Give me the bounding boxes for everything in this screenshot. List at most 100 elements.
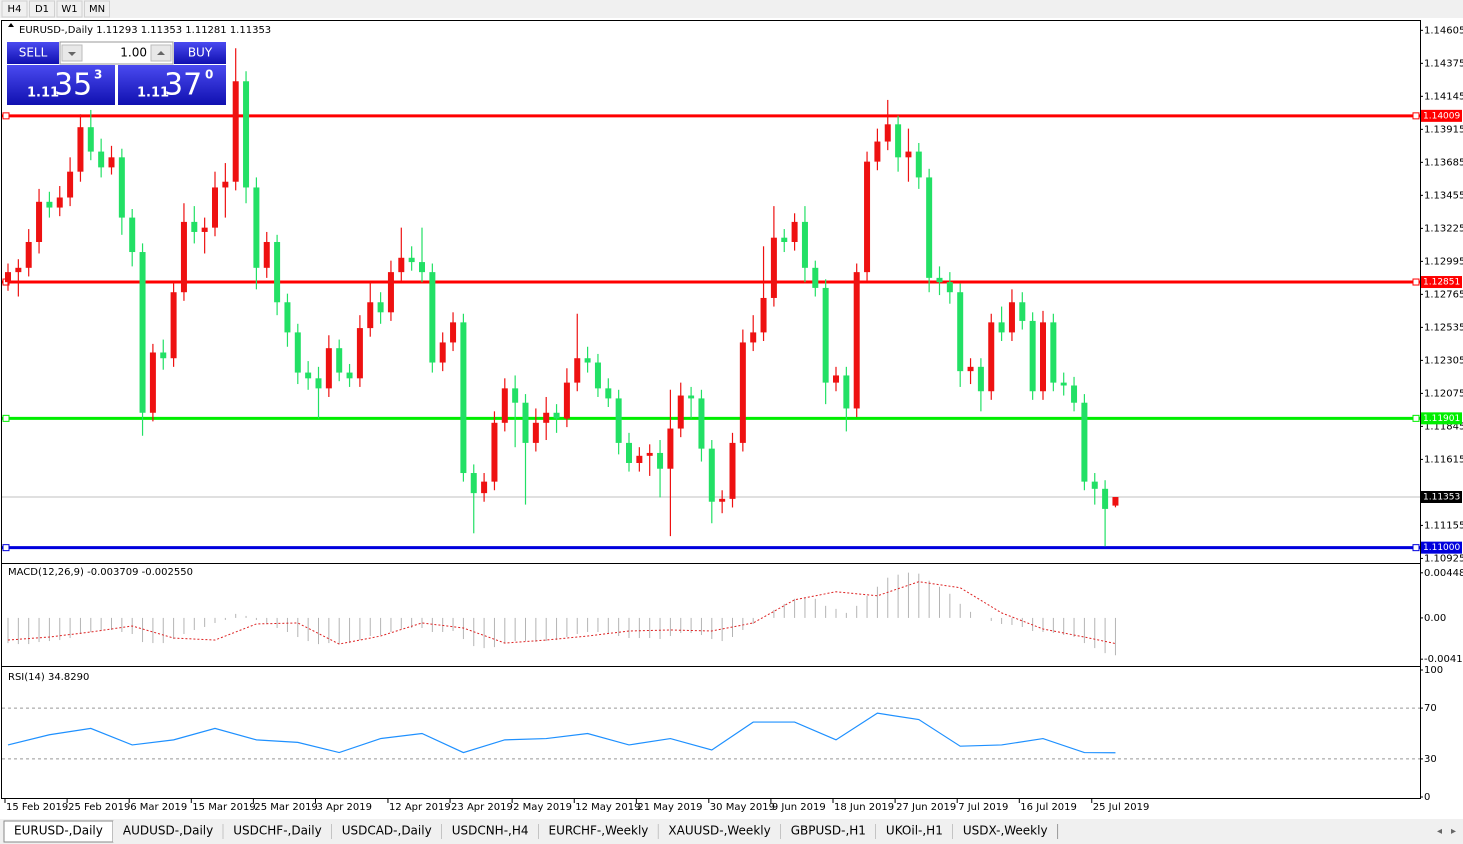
sell-label[interactable]: SELL bbox=[19, 46, 48, 60]
y-tick-label: 0.004484 bbox=[1424, 568, 1463, 579]
x-tick-label: 12 May 2019 bbox=[575, 802, 640, 813]
candle-body bbox=[77, 127, 84, 172]
candle-body bbox=[708, 448, 715, 502]
candle-body bbox=[336, 348, 343, 373]
timeframe-button[interactable] bbox=[1, 0, 28, 18]
tab[interactable] bbox=[331, 821, 442, 842]
candle-body bbox=[450, 322, 457, 343]
buy-button[interactable] bbox=[174, 42, 226, 64]
tab[interactable] bbox=[223, 821, 332, 842]
level-handle bbox=[1412, 112, 1420, 120]
tab-label[interactable]: EURUSD-,Daily bbox=[14, 824, 103, 838]
timeframe-label[interactable]: H4 bbox=[8, 4, 22, 15]
candle-body bbox=[946, 282, 953, 293]
candle-body bbox=[657, 452, 664, 469]
candle-body bbox=[87, 127, 94, 152]
tab[interactable] bbox=[538, 821, 659, 842]
lot-value[interactable]: 1.00 bbox=[120, 46, 147, 60]
lot-input[interactable] bbox=[59, 41, 174, 65]
timeframe-label[interactable]: MN bbox=[89, 4, 105, 15]
candle-body bbox=[429, 272, 436, 363]
x-tick-label: 15 Mar 2019 bbox=[192, 802, 255, 813]
collapse-arrow[interactable] bbox=[8, 23, 14, 27]
candle-body bbox=[1102, 488, 1109, 509]
candle-body bbox=[698, 398, 705, 449]
tab[interactable] bbox=[658, 821, 781, 842]
tab-label[interactable]: UKOil-,H1 bbox=[886, 824, 943, 838]
timeframe-label[interactable]: D1 bbox=[35, 4, 49, 15]
candle-body bbox=[253, 187, 260, 268]
candle-body bbox=[315, 378, 322, 389]
candle-body bbox=[812, 267, 819, 288]
timeframe-label[interactable]: W1 bbox=[61, 4, 77, 15]
chart-title: EURUSD-,Daily 1.11293 1.11353 1.11281 1.… bbox=[19, 25, 271, 36]
trade-panel: SELL 1.00 BUY 1.11 35 3 1.11 37 0 bbox=[7, 41, 226, 105]
y-tick-label: -0.0041 bbox=[1424, 654, 1463, 665]
timeframe-button[interactable] bbox=[84, 0, 110, 18]
candle-body bbox=[160, 352, 167, 359]
tab[interactable] bbox=[780, 821, 876, 842]
y-tick-label: 1.12305 bbox=[1424, 355, 1463, 366]
tab-label[interactable]: XAUUSD-,Weekly bbox=[668, 824, 770, 838]
candle-body bbox=[56, 197, 63, 208]
x-tick-label: 25 Jul 2019 bbox=[1093, 802, 1150, 813]
lot-up-arrow bbox=[157, 51, 165, 55]
timeframe-button[interactable] bbox=[29, 0, 55, 18]
level-handle bbox=[1412, 414, 1420, 422]
candle-body bbox=[895, 124, 902, 158]
timeframe-bar: H4 D1 W1 MN bbox=[1, 0, 110, 18]
candle-body bbox=[833, 375, 839, 383]
candle-body bbox=[584, 358, 591, 363]
sell-button[interactable] bbox=[7, 42, 59, 64]
tab[interactable] bbox=[875, 821, 953, 842]
candle-body bbox=[1071, 385, 1078, 403]
candle-body bbox=[998, 322, 1005, 333]
candle-body bbox=[594, 362, 601, 389]
tab[interactable] bbox=[441, 821, 539, 842]
level-handle bbox=[1412, 278, 1420, 286]
candle-body bbox=[1112, 496, 1119, 506]
tab-label[interactable]: AUDUSD-,Daily bbox=[123, 824, 213, 838]
candle-body bbox=[615, 398, 622, 443]
candle-body bbox=[1081, 402, 1088, 482]
tab-label[interactable]: USDCAD-,Daily bbox=[342, 824, 432, 838]
candle-body bbox=[636, 455, 643, 463]
candle-body bbox=[936, 277, 943, 283]
tab-scroll-right[interactable]: ▸ bbox=[1451, 826, 1456, 837]
buy-price-box[interactable] bbox=[118, 65, 226, 105]
candle-body bbox=[387, 272, 394, 313]
timeframe-button[interactable] bbox=[56, 0, 83, 18]
y-tick-label: 1.14605 bbox=[1424, 25, 1463, 36]
level-label-bg bbox=[1421, 541, 1462, 554]
candle-body bbox=[739, 342, 746, 443]
tab-label[interactable]: USDX-,Weekly bbox=[963, 824, 1048, 838]
candle-body bbox=[356, 328, 363, 379]
sell-price-box[interactable] bbox=[7, 65, 115, 105]
y-tick-label: 1.13225 bbox=[1424, 223, 1463, 234]
chart-frame bbox=[1, 20, 1421, 799]
candle-body bbox=[770, 237, 777, 298]
candle-body bbox=[667, 428, 674, 469]
tab-label[interactable]: EURCHF-,Weekly bbox=[549, 824, 649, 838]
level-handle bbox=[2, 544, 10, 552]
sell-price-pips: 35 bbox=[54, 68, 92, 103]
tabs: EURUSD-,Daily AUDUSD-,Daily USDCHF-,Daily U… bbox=[3, 820, 1059, 843]
candle-body bbox=[646, 452, 653, 456]
tab-label[interactable]: USDCHF-,Daily bbox=[233, 824, 321, 838]
tab-label[interactable]: USDCNH-,H4 bbox=[452, 824, 529, 838]
tab[interactable] bbox=[112, 821, 224, 842]
candle-body bbox=[98, 151, 105, 168]
candle-body bbox=[274, 241, 281, 303]
price-label-bg bbox=[1421, 490, 1462, 503]
tab[interactable] bbox=[952, 821, 1058, 842]
tab-label[interactable]: GBPUSD-,H1 bbox=[791, 824, 866, 838]
candle-body bbox=[781, 237, 788, 242]
buy-label[interactable]: BUY bbox=[188, 46, 213, 60]
candle-body bbox=[822, 287, 829, 383]
candle-body bbox=[957, 292, 964, 372]
candle-body bbox=[1091, 481, 1098, 489]
candle-body bbox=[512, 388, 519, 403]
candle-body bbox=[905, 151, 912, 158]
tab-scroll-left[interactable]: ◂ bbox=[1437, 826, 1442, 837]
